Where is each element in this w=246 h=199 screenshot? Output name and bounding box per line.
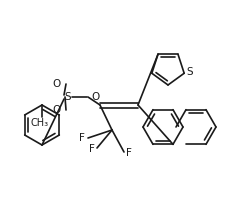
Text: O: O <box>91 92 99 102</box>
Text: F: F <box>89 144 95 154</box>
Text: O: O <box>53 105 61 115</box>
Text: S: S <box>65 92 71 102</box>
Text: S: S <box>187 67 194 77</box>
Text: CH₃: CH₃ <box>31 118 49 128</box>
Text: O: O <box>53 79 61 89</box>
Text: F: F <box>79 133 85 143</box>
Text: F: F <box>126 148 132 158</box>
